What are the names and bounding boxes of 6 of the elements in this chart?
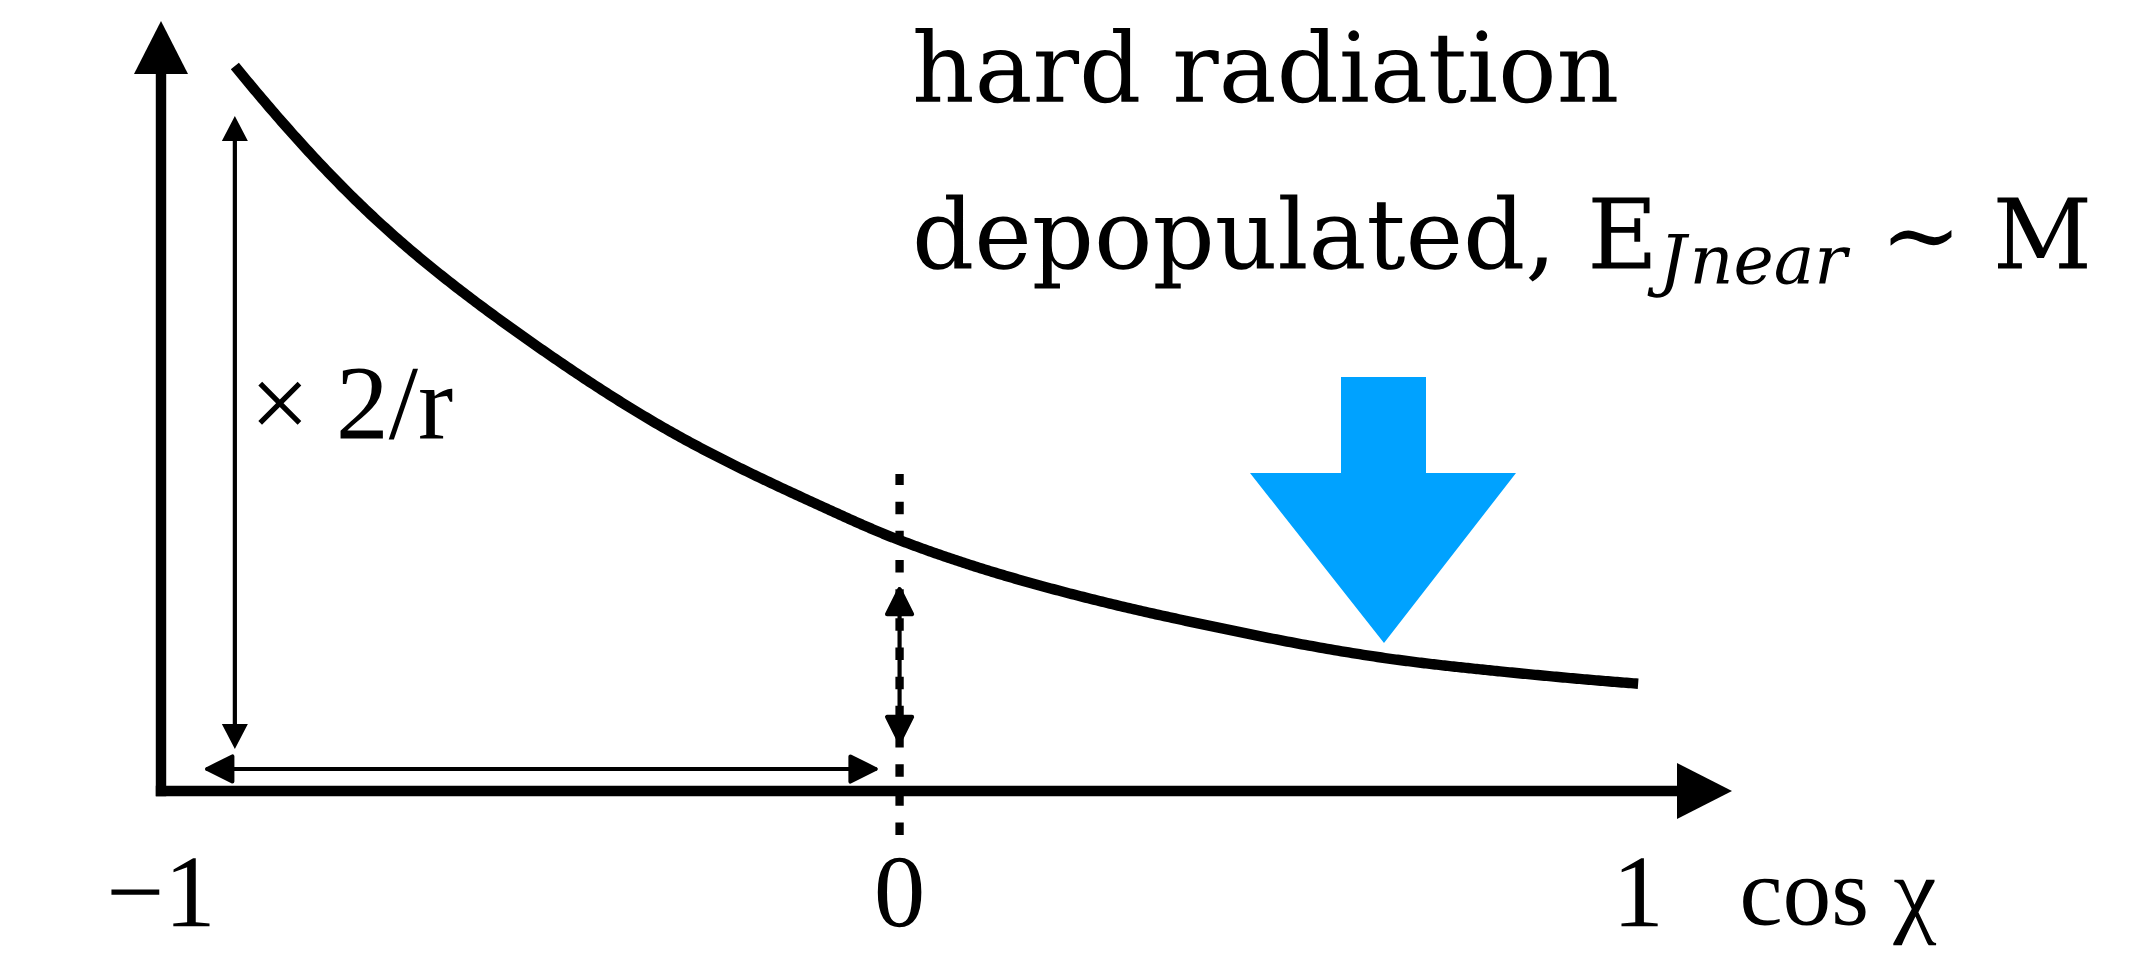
annotation: hard radiation depopulated, E$_{Jnear}$ ∼ M <box>915 28 2088 298</box>
x-tick-label: 0 <box>877 857 922 928</box>
annotation: × 2/r <box>258 368 453 440</box>
x-tick-label: −1 <box>111 858 210 927</box>
x-axis-title: cos χ <box>1743 878 1937 946</box>
x-tick-label: 1 <box>1621 858 1658 927</box>
